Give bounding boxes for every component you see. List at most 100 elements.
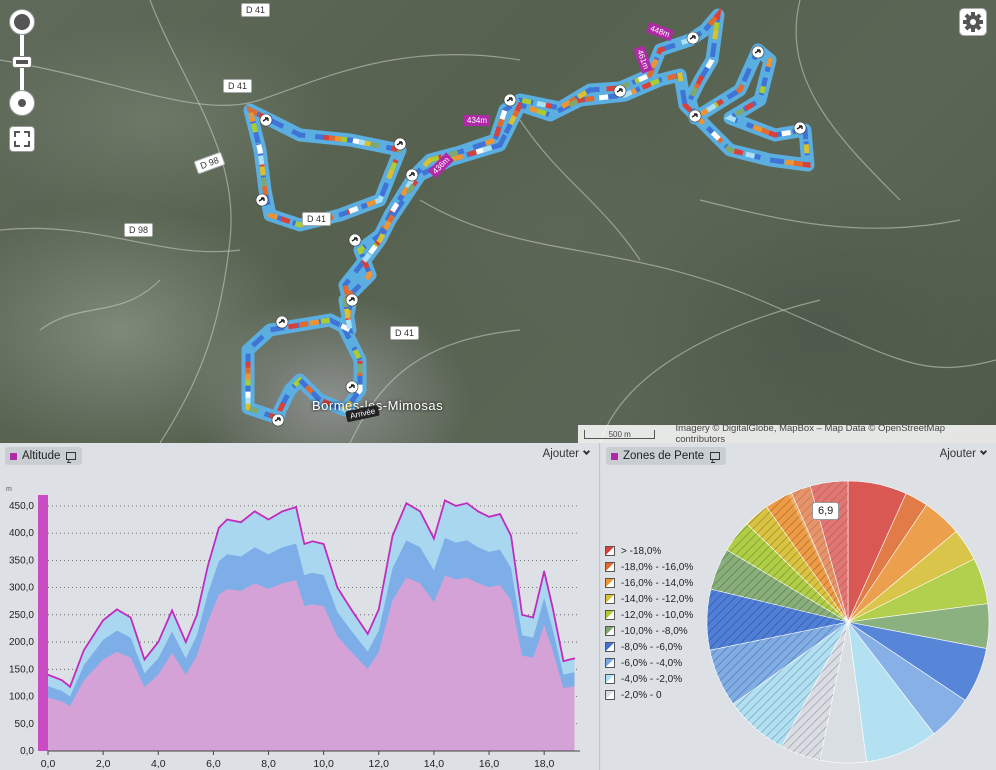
slope-panel: Zones de Pente Ajouter > -18,0% -18,0% - … bbox=[601, 443, 996, 770]
altitude-point bbox=[196, 614, 198, 616]
y-tick-label: 300,0 bbox=[9, 583, 34, 594]
altitude-point bbox=[47, 673, 49, 676]
map-road bbox=[699, 199, 961, 229]
panel-header: Altitude Ajouter bbox=[0, 443, 599, 469]
map-view[interactable]: D 41 D 41 D 41 D 41 D 98 D 98 Bormes-les… bbox=[0, 0, 996, 443]
altitude-point bbox=[521, 614, 523, 616]
legend-swatch bbox=[605, 674, 615, 684]
direction-arrow-icon bbox=[751, 45, 765, 59]
map-road bbox=[795, 0, 901, 201]
map-road bbox=[349, 329, 521, 443]
map-road bbox=[0, 227, 241, 253]
series-color-swatch bbox=[10, 452, 17, 460]
zoom-in-icon[interactable] bbox=[9, 9, 35, 35]
scale-bar: 500 m bbox=[584, 429, 656, 439]
x-tick-label: 4,0 bbox=[151, 758, 166, 770]
altitude-point bbox=[267, 518, 270, 521]
legend-swatch bbox=[605, 578, 615, 588]
direction-arrow-icon bbox=[688, 109, 702, 123]
map-road bbox=[599, 299, 821, 443]
legend-item: -12,0% - -10,0% bbox=[605, 607, 693, 623]
altitude-point bbox=[488, 515, 490, 518]
altitude-point bbox=[377, 608, 380, 611]
legend-label: -4,0% - -2,0% bbox=[621, 673, 683, 685]
altitude-point bbox=[336, 586, 339, 589]
y-tick-label: 50,0 bbox=[15, 719, 35, 730]
altitude-point bbox=[433, 537, 435, 540]
panel-header: Zones de Pente Ajouter bbox=[601, 443, 996, 469]
legend-label: > -18,0% bbox=[621, 545, 662, 557]
y-tick-label: 0,0 bbox=[20, 746, 34, 757]
legend-label: -18,0% - -16,0% bbox=[621, 561, 694, 573]
altitude-point bbox=[253, 510, 256, 513]
road-label: D 41 bbox=[223, 79, 253, 93]
map-overlay bbox=[0, 0, 996, 443]
slope-pie-chart[interactable] bbox=[701, 470, 996, 770]
altitude-tab[interactable]: Altitude bbox=[5, 447, 83, 465]
altitude-point bbox=[455, 505, 457, 507]
legend-item: -10,0% - -8,0% bbox=[605, 623, 693, 639]
legend-item: -8,0% - -6,0% bbox=[605, 639, 693, 655]
legend-item: -16,0% - -14,0% bbox=[605, 575, 693, 591]
altitude-point bbox=[573, 657, 576, 660]
legend-label: -6,0% - -4,0% bbox=[621, 657, 683, 669]
fullscreen-icon[interactable] bbox=[9, 126, 35, 152]
y-axis: 0,0 50,0 100,0 150,0 200,0 250,0 300,0 350,0 400… bbox=[9, 501, 34, 757]
legend-item: -14,0% - -12,0% bbox=[605, 591, 693, 607]
altitude-point bbox=[102, 619, 104, 622]
map-road bbox=[39, 279, 161, 331]
legend-label: -2,0% - 0 bbox=[621, 689, 662, 701]
legend-swatch bbox=[605, 626, 615, 636]
legend-item: -2,0% - 0 bbox=[605, 687, 693, 703]
legend-swatch bbox=[605, 690, 615, 700]
altitude-point bbox=[157, 641, 160, 643]
altitude-point bbox=[391, 535, 394, 537]
zoom-control[interactable] bbox=[9, 9, 35, 116]
chevron-down-icon bbox=[582, 447, 591, 456]
legend-item: -6,0% - -4,0% bbox=[605, 655, 693, 671]
zoom-out-icon[interactable] bbox=[9, 90, 35, 116]
altitude-point bbox=[350, 608, 353, 611]
add-dropdown[interactable]: Ajouter bbox=[940, 447, 988, 460]
x-tick-label: 12,0 bbox=[369, 758, 390, 770]
route-slope-segment bbox=[245, 7, 811, 421]
legend-swatch bbox=[605, 642, 615, 652]
altitude-point bbox=[366, 633, 369, 635]
x-tick-label: 14,0 bbox=[424, 758, 445, 770]
add-label: Ajouter bbox=[542, 448, 579, 460]
direction-arrow-icon bbox=[345, 293, 359, 307]
comment-icon[interactable] bbox=[710, 452, 721, 460]
y-tick-label: 400,0 bbox=[9, 528, 34, 539]
altitude-point bbox=[60, 679, 63, 681]
road-label: D 41 bbox=[390, 326, 420, 340]
legend-swatch bbox=[605, 546, 615, 556]
altitude-gradient-bar bbox=[38, 495, 48, 751]
road-label: D 98 bbox=[124, 223, 154, 237]
x-tick-label: 8,0 bbox=[261, 758, 276, 770]
road-label: D 41 bbox=[241, 3, 271, 17]
panel-title: Zones de Pente bbox=[623, 450, 705, 462]
altitude-point bbox=[444, 499, 446, 502]
direction-arrow-icon bbox=[503, 93, 517, 107]
map-road bbox=[519, 119, 641, 261]
altitude-point bbox=[322, 543, 325, 545]
direction-arrow-icon bbox=[613, 84, 627, 98]
y-unit-label: m bbox=[6, 486, 12, 493]
add-dropdown[interactable]: Ajouter bbox=[542, 447, 591, 460]
x-tick-label: 16,0 bbox=[479, 758, 500, 770]
gear-icon[interactable] bbox=[959, 8, 987, 36]
direction-arrow-icon bbox=[686, 31, 700, 45]
legend-item: -18,0% - -16,0% bbox=[605, 559, 693, 575]
slope-tab[interactable]: Zones de Pente bbox=[606, 447, 727, 465]
altitude-chart[interactable]: 0,0 50,0 100,0 150,0 200,0 250,0 300,0 350,0 400… bbox=[0, 469, 600, 770]
legend-item: -4,0% - -2,0% bbox=[605, 671, 693, 687]
altitude-area-inner bbox=[48, 575, 575, 751]
altitude-point bbox=[419, 510, 421, 513]
comment-icon[interactable] bbox=[66, 452, 77, 460]
direction-arrow-icon bbox=[271, 413, 285, 427]
x-tick-label: 2,0 bbox=[96, 758, 111, 770]
zoom-slider-icon[interactable] bbox=[12, 56, 32, 68]
legend-label: -12,0% - -10,0% bbox=[621, 609, 694, 621]
altitude-point bbox=[405, 502, 408, 504]
x-tick-label: 6,0 bbox=[206, 758, 221, 770]
